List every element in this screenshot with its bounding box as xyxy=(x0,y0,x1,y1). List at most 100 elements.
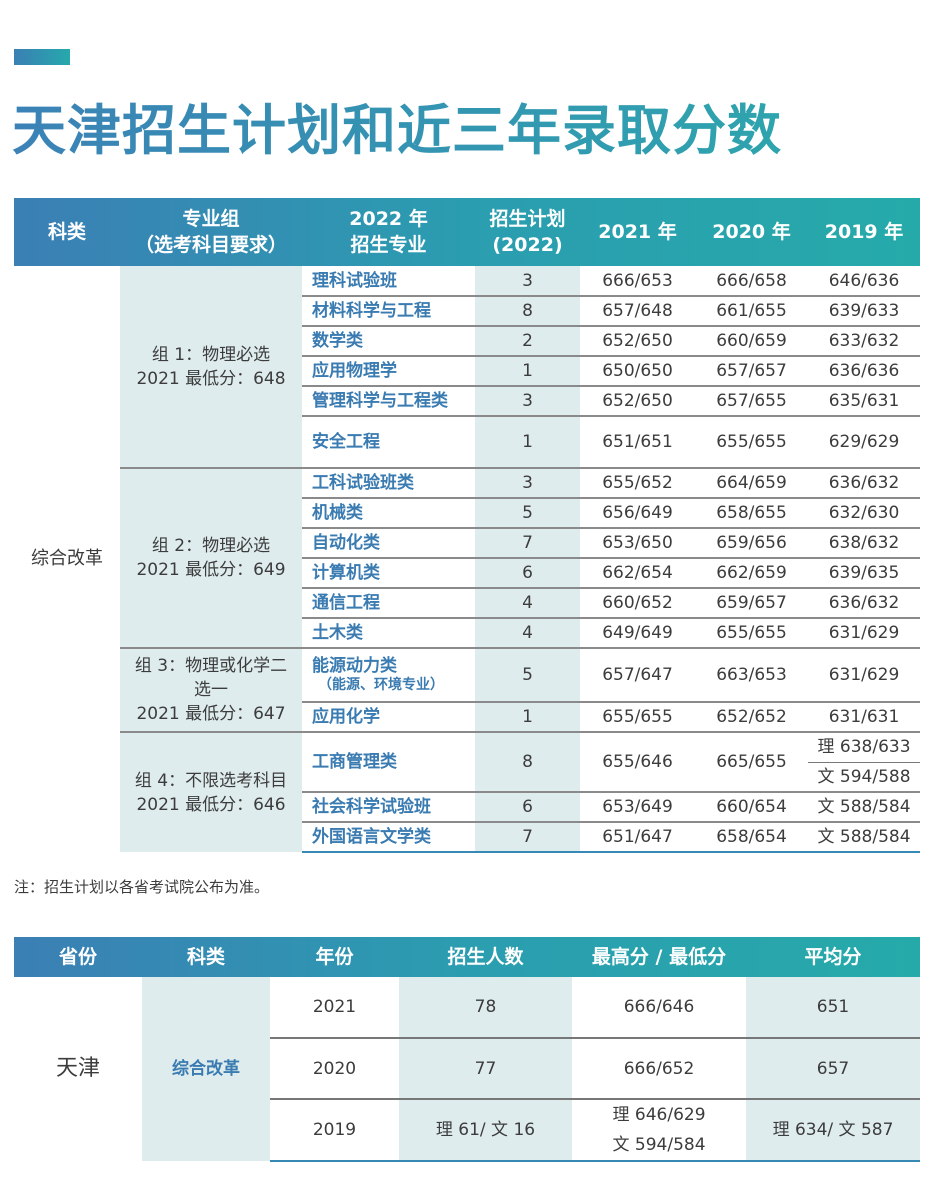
score-2021: 653/649 xyxy=(580,791,695,822)
table-row: 安全工程 1 651/651 655/655 629/629 xyxy=(14,415,920,468)
major-name: 工商管理类 xyxy=(302,731,475,792)
table-row: 应用化学 1 655/655 652/652 631/631 xyxy=(14,701,920,732)
group-cell: 组 3：物理或化学二 选一 2021 最低分：647 xyxy=(120,647,302,732)
year-cell: 2021 xyxy=(312,997,357,1017)
score-2019: 631/629 xyxy=(808,647,920,702)
group-cell: 组 4：不限选考科目 2021 最低分：646 xyxy=(120,731,302,852)
header-2021: 2021 年 xyxy=(598,221,677,243)
score-2019-science: 理 638/633 xyxy=(808,731,920,763)
table-row: 机械类 5 656/649 658/655 632/630 xyxy=(14,497,920,528)
major-name: 计算机类 xyxy=(302,557,475,588)
range-cell: 理 646/629 文 594/584 xyxy=(572,1098,746,1162)
major-subtitle: （能源、环境专业） xyxy=(318,677,444,693)
admission-summary-table: 省份 科类 年份 招生人数 最高分 / 最低分 平均分 天津 综合改革 2021… xyxy=(14,937,920,1162)
group-cell: 组 1：物理必选 2021 最低分：648 xyxy=(120,266,302,468)
plan-count: 8 xyxy=(475,731,580,792)
score-2019: 631/629 xyxy=(808,617,920,648)
category-cell: 综合改革 xyxy=(31,548,103,569)
score-2020: 664/659 xyxy=(695,467,808,498)
group-cell: 组 2：物理必选 2021 最低分：649 xyxy=(120,467,302,648)
average-cell: 657 xyxy=(746,1037,920,1099)
score-2019: 636/632 xyxy=(808,587,920,618)
score-2021: 653/650 xyxy=(580,527,695,558)
score-2019: 639/635 xyxy=(808,557,920,588)
count-cell: 77 xyxy=(399,1037,572,1099)
table-row: 综合改革 组 1：物理必选 2021 最低分：648 理科试验班 3 666/65… xyxy=(14,266,920,569)
score-2019: 646/636 xyxy=(828,270,900,291)
score-2020: 665/655 xyxy=(695,731,808,792)
table-row: 数学类 2 652/650 660/659 633/632 xyxy=(14,325,920,356)
score-2020: 659/657 xyxy=(695,587,808,618)
score-2019: 639/633 xyxy=(808,295,920,326)
major-name: 理科试验班 xyxy=(312,270,397,291)
score-2020: 657/655 xyxy=(695,385,808,416)
table-row: 计算机类 6 662/654 662/659 639/635 xyxy=(14,557,920,588)
range-cell: 666/652 xyxy=(572,1037,746,1099)
plan-count: 5 xyxy=(475,647,580,702)
major-name: 通信工程 xyxy=(302,587,475,618)
table-row: 材料科学与工程 8 657/648 661/655 639/633 xyxy=(14,295,920,326)
plan-count: 1 xyxy=(475,701,580,732)
table-row: 土木类 4 649/649 655/655 631/629 xyxy=(14,617,920,648)
score-2020: 662/659 xyxy=(695,557,808,588)
major-name: 社会科学试验班 xyxy=(302,791,475,822)
header-province: 省份 xyxy=(58,946,97,968)
plan-count: 6 xyxy=(475,791,580,822)
score-2021: 666/653 xyxy=(602,270,673,291)
header-major: 2022 年招生专业 xyxy=(349,208,428,256)
header-category: 科类 xyxy=(186,946,225,968)
table-row: 通信工程 4 660/652 659/657 636/632 xyxy=(14,587,920,618)
score-2019: 631/631 xyxy=(808,701,920,732)
score-2020: 661/655 xyxy=(695,295,808,326)
count-cell: 78 xyxy=(399,977,572,1038)
table-row: 组 3：物理或化学二 选一 2021 最低分：647 能源动力类 （能源、环境专业） … xyxy=(14,647,920,732)
year-cell: 2019 xyxy=(270,1098,399,1162)
plan-count: 2 xyxy=(475,325,580,356)
score-2020: 660/654 xyxy=(695,791,808,822)
admission-plan-table: 科类 专业组 （选考科目要求） 2022 年招生专业 招生计划 (2022) 202… xyxy=(14,198,920,853)
table-row: 组 4：不限选考科目 2021 最低分：646 工商管理类 8 655/646 6… xyxy=(14,731,920,852)
table-row: 社会科学试验班 6 653/649 660/654 文 588/584 xyxy=(14,791,920,822)
header-2020: 2020 年 xyxy=(712,221,791,243)
major-name: 安全工程 xyxy=(302,415,475,468)
table-row: 外国语言文学类 7 651/647 658/654 文 588/584 xyxy=(14,821,920,853)
score-2021: 655/652 xyxy=(580,467,695,498)
score-2019: 文 588/584 xyxy=(808,791,920,822)
score-2021: 651/647 xyxy=(580,821,695,853)
score-2020: 657/657 xyxy=(695,355,808,386)
score-2021: 660/652 xyxy=(580,587,695,618)
table-row: 组 2：物理必选 2021 最低分：649 工科试验班类 3 655/652 66… xyxy=(14,467,920,648)
footnote: 注：招生计划以各省考试院公布为准。 xyxy=(14,878,270,896)
score-2021: 656/649 xyxy=(580,497,695,528)
score-2020: 660/659 xyxy=(695,325,808,356)
major-name: 土木类 xyxy=(302,617,475,648)
header-count: 招生人数 xyxy=(447,946,524,968)
average-cell: 理 634/ 文 587 xyxy=(746,1098,920,1162)
average-cell: 651 xyxy=(746,977,920,1038)
score-2019: 636/636 xyxy=(808,355,920,386)
plan-count: 4 xyxy=(475,587,580,618)
plan-count: 1 xyxy=(475,355,580,386)
header-category: 科类 xyxy=(47,221,86,243)
table-row: 文 594/588 xyxy=(14,762,920,792)
plan-count: 7 xyxy=(475,527,580,558)
category-cell: 综合改革 xyxy=(142,977,270,1161)
header-score-range: 最高分 / 最低分 xyxy=(591,946,727,968)
plan-count: 5 xyxy=(475,497,580,528)
plan-count: 3 xyxy=(475,385,580,416)
score-2020: 658/655 xyxy=(695,497,808,528)
score-2021: 652/650 xyxy=(580,325,695,356)
table-header-row: 科类 专业组 （选考科目要求） 2022 年招生专业 招生计划 (2022) 202… xyxy=(14,198,920,266)
score-2020: 655/655 xyxy=(695,617,808,648)
score-2019: 636/632 xyxy=(808,467,920,498)
table-row: 应用物理学 1 650/650 657/657 636/636 xyxy=(14,355,920,386)
title-accent-bar xyxy=(14,49,70,65)
province-cell: 天津 xyxy=(55,1056,100,1081)
score-2019: 633/632 xyxy=(808,325,920,356)
score-2019: 638/632 xyxy=(808,527,920,558)
score-2021: 655/646 xyxy=(580,731,695,792)
header-2019: 2019 年 xyxy=(824,221,904,243)
major-name: 管理科学与工程类 xyxy=(302,385,475,416)
count-cell: 理 61/ 文 16 xyxy=(399,1098,572,1162)
table-row: 2020 77 666/652 657 xyxy=(14,1037,920,1099)
